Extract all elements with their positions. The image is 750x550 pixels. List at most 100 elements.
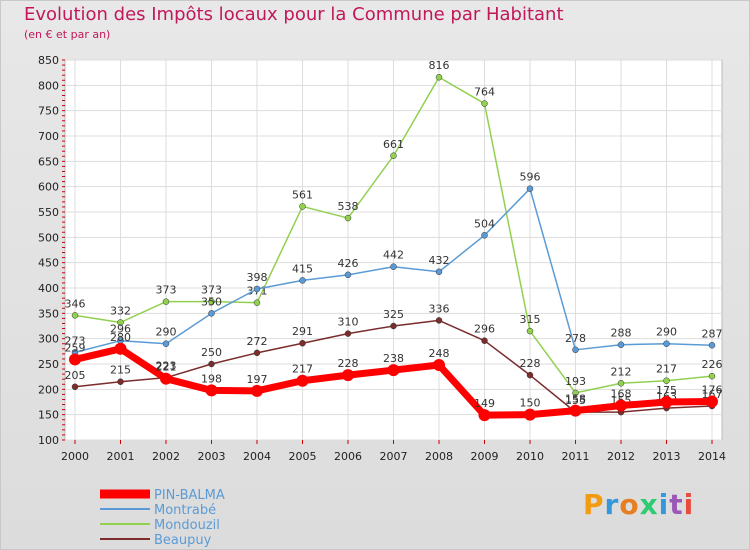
data-point <box>390 322 397 330</box>
data-label: 296 <box>474 323 495 336</box>
data-point <box>435 73 443 81</box>
data-label: 217 <box>292 363 313 376</box>
data-point <box>344 271 352 279</box>
data-point <box>524 408 536 421</box>
data-label: 315 <box>520 313 541 326</box>
data-label: 228 <box>338 357 359 370</box>
data-point <box>117 319 124 326</box>
data-label: 221 <box>156 361 177 374</box>
data-point <box>706 395 718 408</box>
data-point <box>433 359 445 372</box>
data-label: 149 <box>474 397 495 410</box>
legend-entry: Montrabé <box>154 503 216 518</box>
data-label: 442 <box>383 249 404 262</box>
legend-entry: PIN-BALMA <box>154 488 225 503</box>
y-tick-label: 750 <box>38 105 59 118</box>
data-label: 596 <box>520 171 541 184</box>
data-label: 426 <box>338 257 359 270</box>
x-tick-label: 2000 <box>61 450 89 463</box>
data-label: 238 <box>383 352 404 365</box>
proxiti-logo: Proxiti <box>583 488 695 521</box>
x-tick-label: 2001 <box>107 450 135 463</box>
data-point <box>342 369 354 382</box>
data-label: 280 <box>110 331 131 344</box>
x-tick-label: 2010 <box>516 450 544 463</box>
data-point <box>708 342 716 349</box>
data-label: 310 <box>338 316 359 329</box>
data-label: 175 <box>656 384 677 397</box>
x-tick-label: 2005 <box>289 450 317 463</box>
data-point <box>117 378 124 385</box>
data-label: 346 <box>65 297 86 310</box>
data-point <box>663 377 670 384</box>
data-point <box>251 384 263 397</box>
x-tick-label: 2009 <box>471 450 499 463</box>
data-point <box>617 380 625 387</box>
y-tick-label: 500 <box>38 231 59 244</box>
y-tick-label: 700 <box>38 130 59 143</box>
data-label: 248 <box>429 347 450 360</box>
data-point <box>205 384 218 397</box>
data-label: 291 <box>292 325 313 338</box>
data-point <box>572 389 579 397</box>
data-point <box>660 396 673 408</box>
data-point <box>569 404 582 417</box>
data-label: 561 <box>292 188 313 201</box>
data-point <box>481 232 488 239</box>
data-point <box>253 299 261 306</box>
legend-entry: Beaupuy <box>154 533 212 548</box>
data-point <box>390 152 397 160</box>
data-label: 198 <box>201 372 222 385</box>
data-label: 272 <box>247 335 268 348</box>
data-point <box>253 285 261 293</box>
y-tick-label: 600 <box>38 181 59 194</box>
data-point <box>114 342 127 355</box>
legend-entry: Mondouzil <box>154 518 220 533</box>
data-label: 432 <box>429 254 450 267</box>
data-label: 287 <box>702 327 723 340</box>
x-tick-label: 2008 <box>425 450 453 463</box>
data-label: 250 <box>201 346 222 359</box>
y-tick-label: 650 <box>38 155 59 168</box>
data-label: 332 <box>110 304 131 317</box>
data-label: 373 <box>201 284 222 297</box>
data-label: 155 <box>565 394 586 407</box>
data-label: 325 <box>383 308 404 321</box>
data-label: 504 <box>474 217 495 230</box>
data-label: 205 <box>65 369 86 382</box>
x-tick-label: 2004 <box>243 450 271 463</box>
data-point <box>162 340 170 347</box>
data-point <box>526 371 534 379</box>
data-label: 296 <box>110 323 131 336</box>
data-point <box>299 277 306 284</box>
x-tick-label: 2011 <box>562 450 590 463</box>
data-label: 167 <box>702 388 723 401</box>
data-point <box>71 383 79 391</box>
x-tick-label: 2003 <box>198 450 226 463</box>
data-point <box>296 374 309 387</box>
page-subtitle: (en € et par an) <box>24 28 111 41</box>
data-point <box>208 298 215 305</box>
data-label: 228 <box>520 357 541 370</box>
data-point <box>344 214 352 222</box>
data-point <box>299 339 306 347</box>
data-label: 764 <box>474 86 495 99</box>
data-label: 215 <box>110 364 131 377</box>
page-title: Evolution des Impôts locaux pour la Comm… <box>24 4 564 25</box>
data-point <box>572 346 579 354</box>
y-tick-label: 800 <box>38 79 59 92</box>
data-point <box>208 310 215 317</box>
data-label: 290 <box>656 326 677 339</box>
data-point <box>708 372 716 380</box>
data-label: 197 <box>247 373 268 386</box>
data-point <box>526 185 534 192</box>
y-tick-label: 550 <box>38 206 59 219</box>
y-tick-label: 350 <box>38 307 59 320</box>
data-point <box>478 409 491 422</box>
data-label: 176 <box>702 383 723 396</box>
data-label: 259 <box>65 341 86 354</box>
data-label: 158 <box>565 393 586 406</box>
data-point <box>69 353 81 366</box>
data-point <box>435 317 443 324</box>
data-point <box>71 312 79 319</box>
